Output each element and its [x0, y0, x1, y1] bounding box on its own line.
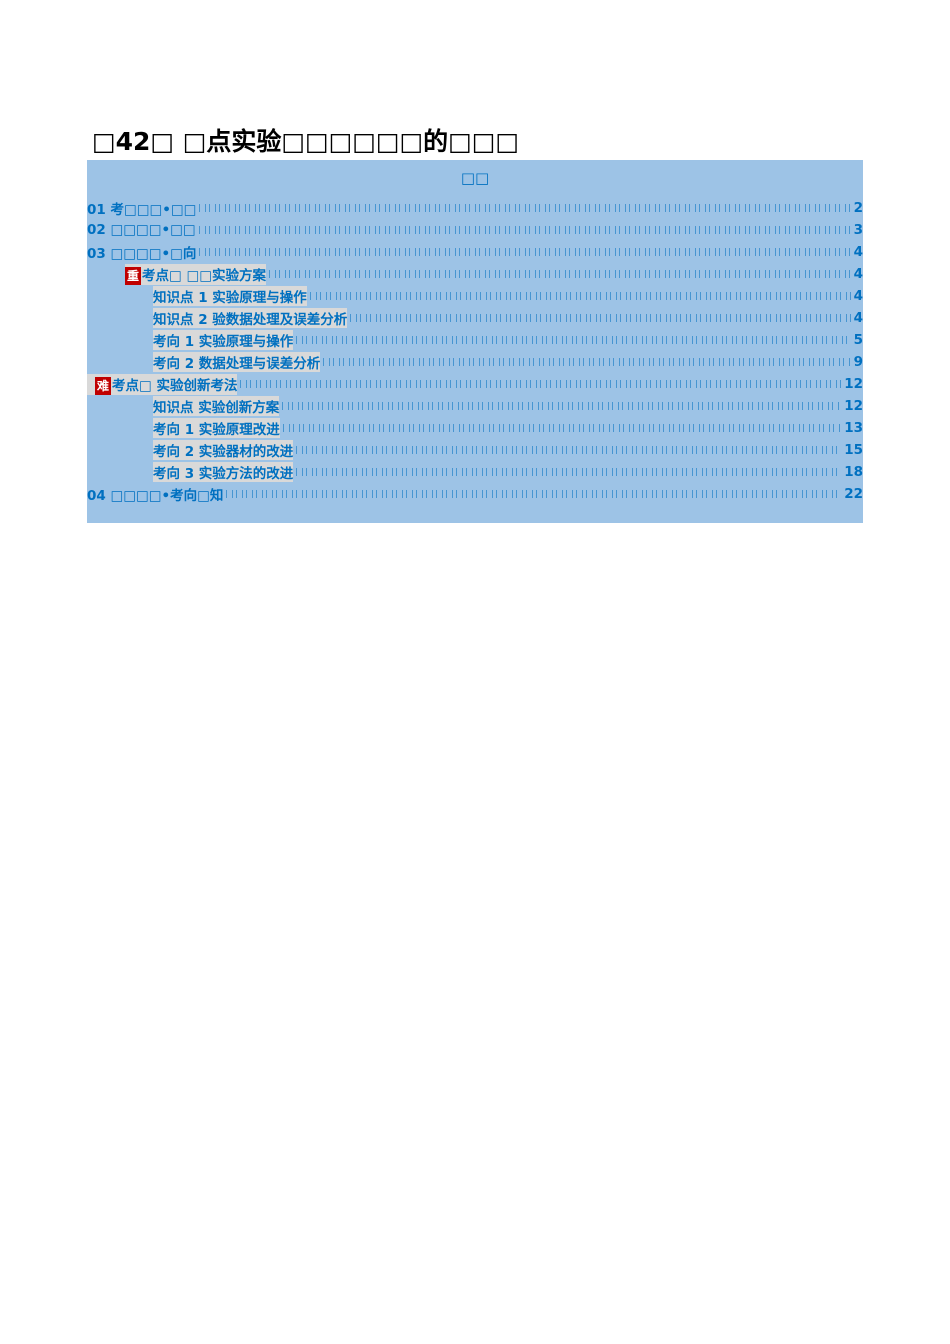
entry-text: 04 □□□□•考向□知	[87, 484, 223, 504]
page-number: 5	[853, 332, 863, 348]
page-number: 4	[853, 266, 863, 282]
entry-label: 02 □□□□•□□	[87, 222, 196, 238]
toc-entry[interactable]: 考向 2 实验器材的改进 15	[87, 439, 863, 461]
entry-label: 考向 2 实验器材的改进	[153, 444, 294, 460]
page-number: 12	[844, 376, 863, 392]
entry-label: 考向 2 数据处理与误差分析	[153, 356, 321, 372]
entry-label: 考点□ 实验创新考法	[112, 377, 238, 394]
leader	[295, 446, 843, 454]
entry-text: 考向 2 实验器材的改进	[153, 440, 294, 460]
toc-entry[interactable]: 难考点□ 实验创新考法 12	[87, 373, 863, 395]
entry-text: 考向 1 实验原理与操作	[153, 330, 294, 350]
toc-rows: 01 考□□□•□□ 2 02 □□□□•□□ 3 03 □□□□•□向 4 重考点□ □□…	[87, 197, 863, 505]
entry-text: 知识点 实验创新方案	[153, 396, 280, 416]
leader	[281, 424, 843, 432]
toc-entry[interactable]: 考向 3 实验方法的改进 18	[87, 461, 863, 483]
entry-label: 03 □□□□•□向	[87, 246, 197, 262]
toc-entry[interactable]: 03 □□□□•□向 4	[87, 241, 863, 263]
badge: 重	[125, 266, 142, 285]
toc-entry[interactable]: 重考点□ □□实验方案 4	[87, 263, 863, 285]
doc-title: □42□ □点实验□□□□□□的□□□	[92, 127, 519, 156]
toc-entry[interactable]: 02 □□□□•□□ 3	[87, 219, 863, 241]
page-number: 3	[853, 222, 863, 238]
page-number: 22	[844, 486, 863, 502]
entry-text: 03 □□□□•□向	[87, 242, 196, 262]
entry-label: 考向 1 实验原理与操作	[153, 334, 294, 350]
leader	[281, 402, 843, 410]
page-number: 2	[853, 200, 863, 216]
entry-label: 考点□ □□实验方案	[142, 267, 266, 284]
toc-entry[interactable]: 考向 1 实验原理改进 13	[87, 417, 863, 439]
leader	[308, 292, 852, 300]
entry-text: 考向 2 数据处理与误差分析	[153, 352, 321, 372]
entry-label: 考向 3 实验方法的改进	[153, 466, 294, 482]
leader	[197, 226, 852, 234]
entry-label: 知识点 1 实验原理与操作	[153, 290, 307, 306]
entry-text: 难考点□ 实验创新考法	[87, 373, 238, 395]
toc-entry[interactable]: 知识点 1 实验原理与操作 4	[87, 285, 863, 307]
page-number: 4	[853, 288, 863, 304]
toc-entry[interactable]: 知识点 实验创新方案 12	[87, 395, 863, 417]
entry-text: 知识点 2 验数据处理及误差分析	[153, 308, 348, 328]
toc-heading: □□	[460, 169, 490, 187]
entry-label: 知识点 实验创新方案	[153, 400, 280, 416]
page-number: 12	[844, 398, 863, 414]
toc: □□ 01 考□□□•□□ 2 02 □□□□•□□ 3 03 □□□□•□向 4 重考点□…	[87, 160, 863, 523]
leader	[267, 270, 852, 278]
page-number: 13	[844, 420, 863, 436]
badge: 难	[95, 376, 112, 395]
leader	[295, 336, 852, 344]
entry-label: 知识点 2 验数据处理及误差分析	[153, 312, 348, 328]
entry-label: 考向 1 实验原理改进	[153, 422, 280, 438]
leader	[239, 380, 843, 388]
leader	[198, 204, 852, 212]
entry-text: 考向 3 实验方法的改进	[153, 462, 294, 482]
entry-text: 重考点□ □□实验方案	[125, 263, 266, 285]
entry-text: 01 考□□□•□□	[87, 198, 196, 218]
entry-label: 04 □□□□•考向□知	[87, 488, 224, 504]
entry-text: 02 □□□□•□□	[87, 222, 196, 238]
leader	[349, 314, 852, 322]
toc-entry[interactable]: 考向 1 实验原理与操作 5	[87, 329, 863, 351]
toc-entry[interactable]: 知识点 2 验数据处理及误差分析 4	[87, 307, 863, 329]
page-number: 15	[844, 442, 863, 458]
page-number: 18	[844, 464, 863, 480]
leader	[295, 468, 843, 476]
toc-entry[interactable]: 01 考□□□•□□ 2	[87, 197, 863, 219]
leader	[225, 490, 843, 498]
toc-entry[interactable]: 考向 2 数据处理与误差分析 9	[87, 351, 863, 373]
page-number: 9	[853, 354, 863, 370]
toc-entry[interactable]: 04 □□□□•考向□知 22	[87, 483, 863, 505]
entry-text: 考向 1 实验原理改进	[153, 418, 280, 438]
leader	[322, 358, 852, 366]
page-number: 4	[853, 244, 863, 260]
leader	[198, 248, 852, 256]
entry-text: 知识点 1 实验原理与操作	[153, 286, 307, 306]
page-number: 4	[853, 310, 863, 326]
entry-label: 01 考□□□•□□	[87, 202, 197, 218]
